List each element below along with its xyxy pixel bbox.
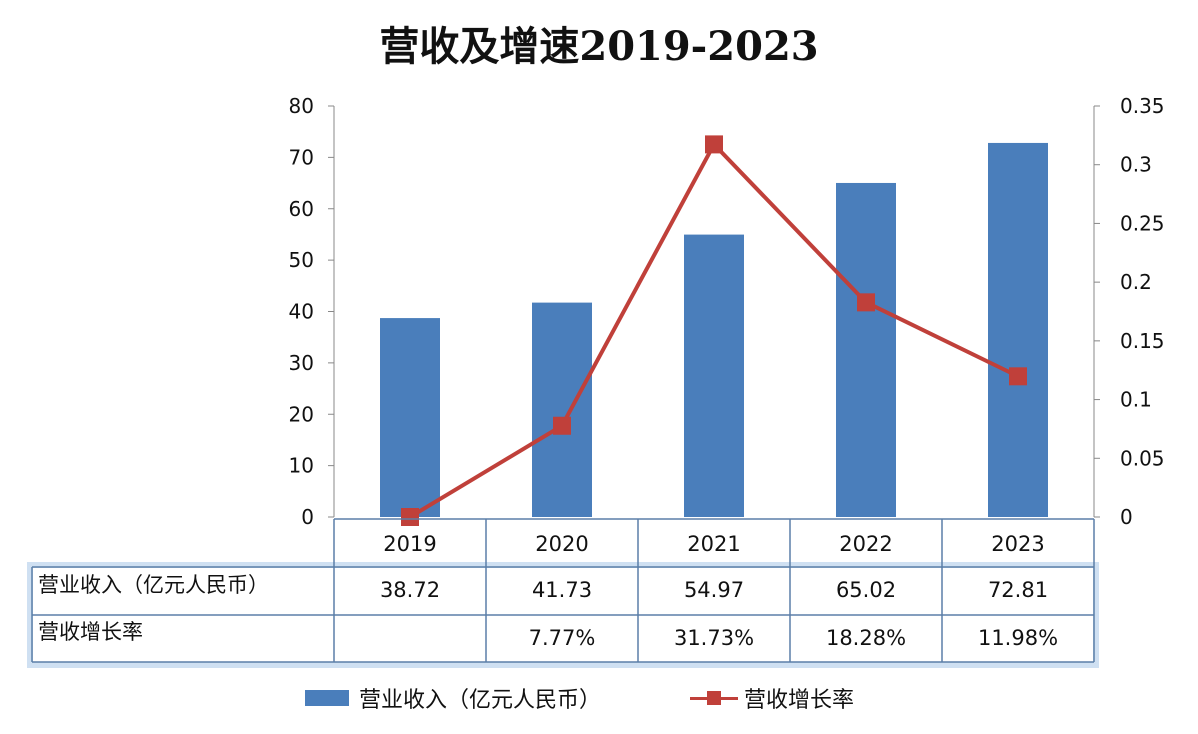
right-tick-label: 0 (1120, 505, 1133, 529)
table-cell: 31.73% (673, 626, 755, 650)
left-tick-label: 0 (301, 505, 314, 529)
legend-item-revenue: 营业收入（亿元人民币） (305, 680, 601, 716)
line-series (401, 135, 1027, 526)
table-row-label: 营收增长率 (38, 620, 143, 644)
line-point (705, 135, 723, 154)
table-header-cell: 2019 (383, 532, 437, 556)
data-table-grid (27, 518, 1099, 668)
bar (836, 182, 896, 517)
right-tick-label: 0.1 (1120, 388, 1152, 412)
table-cell: 41.73 (531, 578, 593, 602)
bar (380, 318, 440, 517)
left-tick-label: 40 (289, 300, 314, 324)
table-cell: 72.81 (987, 578, 1049, 602)
table-header-cell: 2022 (839, 532, 893, 556)
left-tick-label: 10 (289, 454, 314, 478)
table-cell: 54.97 (683, 578, 745, 602)
bar (988, 142, 1048, 517)
table-cell: 11.98% (977, 626, 1059, 650)
line-point (553, 416, 571, 435)
table-cell: 38.72 (379, 578, 441, 602)
legend-label-revenue: 营业收入（亿元人民币） (359, 688, 602, 713)
left-tick-label: 30 (289, 351, 314, 375)
legend-line-swatch (690, 690, 738, 706)
left-tick-label: 50 (289, 248, 314, 272)
right-tick-label: 0.3 (1120, 153, 1152, 177)
table-cell: 7.77% (528, 626, 596, 650)
bar-series (380, 142, 1048, 518)
line-point (1009, 367, 1027, 386)
table-row-label: 营业收入（亿元人民币） (38, 573, 269, 597)
left-tick-label: 70 (289, 145, 314, 169)
right-tick-label: 0.25 (1120, 211, 1165, 235)
table-cell (334, 615, 486, 661)
table-header-cell: 2020 (535, 532, 589, 556)
table-glow (27, 562, 1099, 668)
left-tick-label: 80 (289, 94, 314, 118)
right-tick-label: 0.2 (1120, 270, 1152, 294)
left-tick-label: 20 (289, 402, 314, 426)
table-header-cell: 2023 (991, 532, 1045, 556)
right-tick-label: 0.15 (1120, 329, 1165, 353)
bar (684, 234, 744, 518)
legend-label-growth: 营收增长率 (744, 688, 855, 713)
table-cell: 18.28% (825, 626, 907, 650)
tick-labels: 0 10 20 30 40 50 60 70 80 0 0.05 0.1 0.15 0.2 0.25 0.3 0… (289, 94, 1165, 529)
right-tick-label: 0.35 (1120, 94, 1165, 118)
bar (532, 302, 592, 517)
left-tick-label: 60 (289, 197, 314, 221)
line-point (857, 293, 875, 312)
line-point (401, 508, 419, 526)
table-header-cell: 2021 (687, 532, 741, 556)
chart-title: 营收及增速2019-2023 (379, 23, 819, 70)
right-tick-label: 0.05 (1120, 446, 1165, 470)
table-cell: 65.02 (835, 578, 897, 602)
legend-bar-swatch (305, 690, 349, 706)
axes (328, 105, 1100, 518)
legend-item-growth: 营收增长率 (690, 680, 854, 716)
